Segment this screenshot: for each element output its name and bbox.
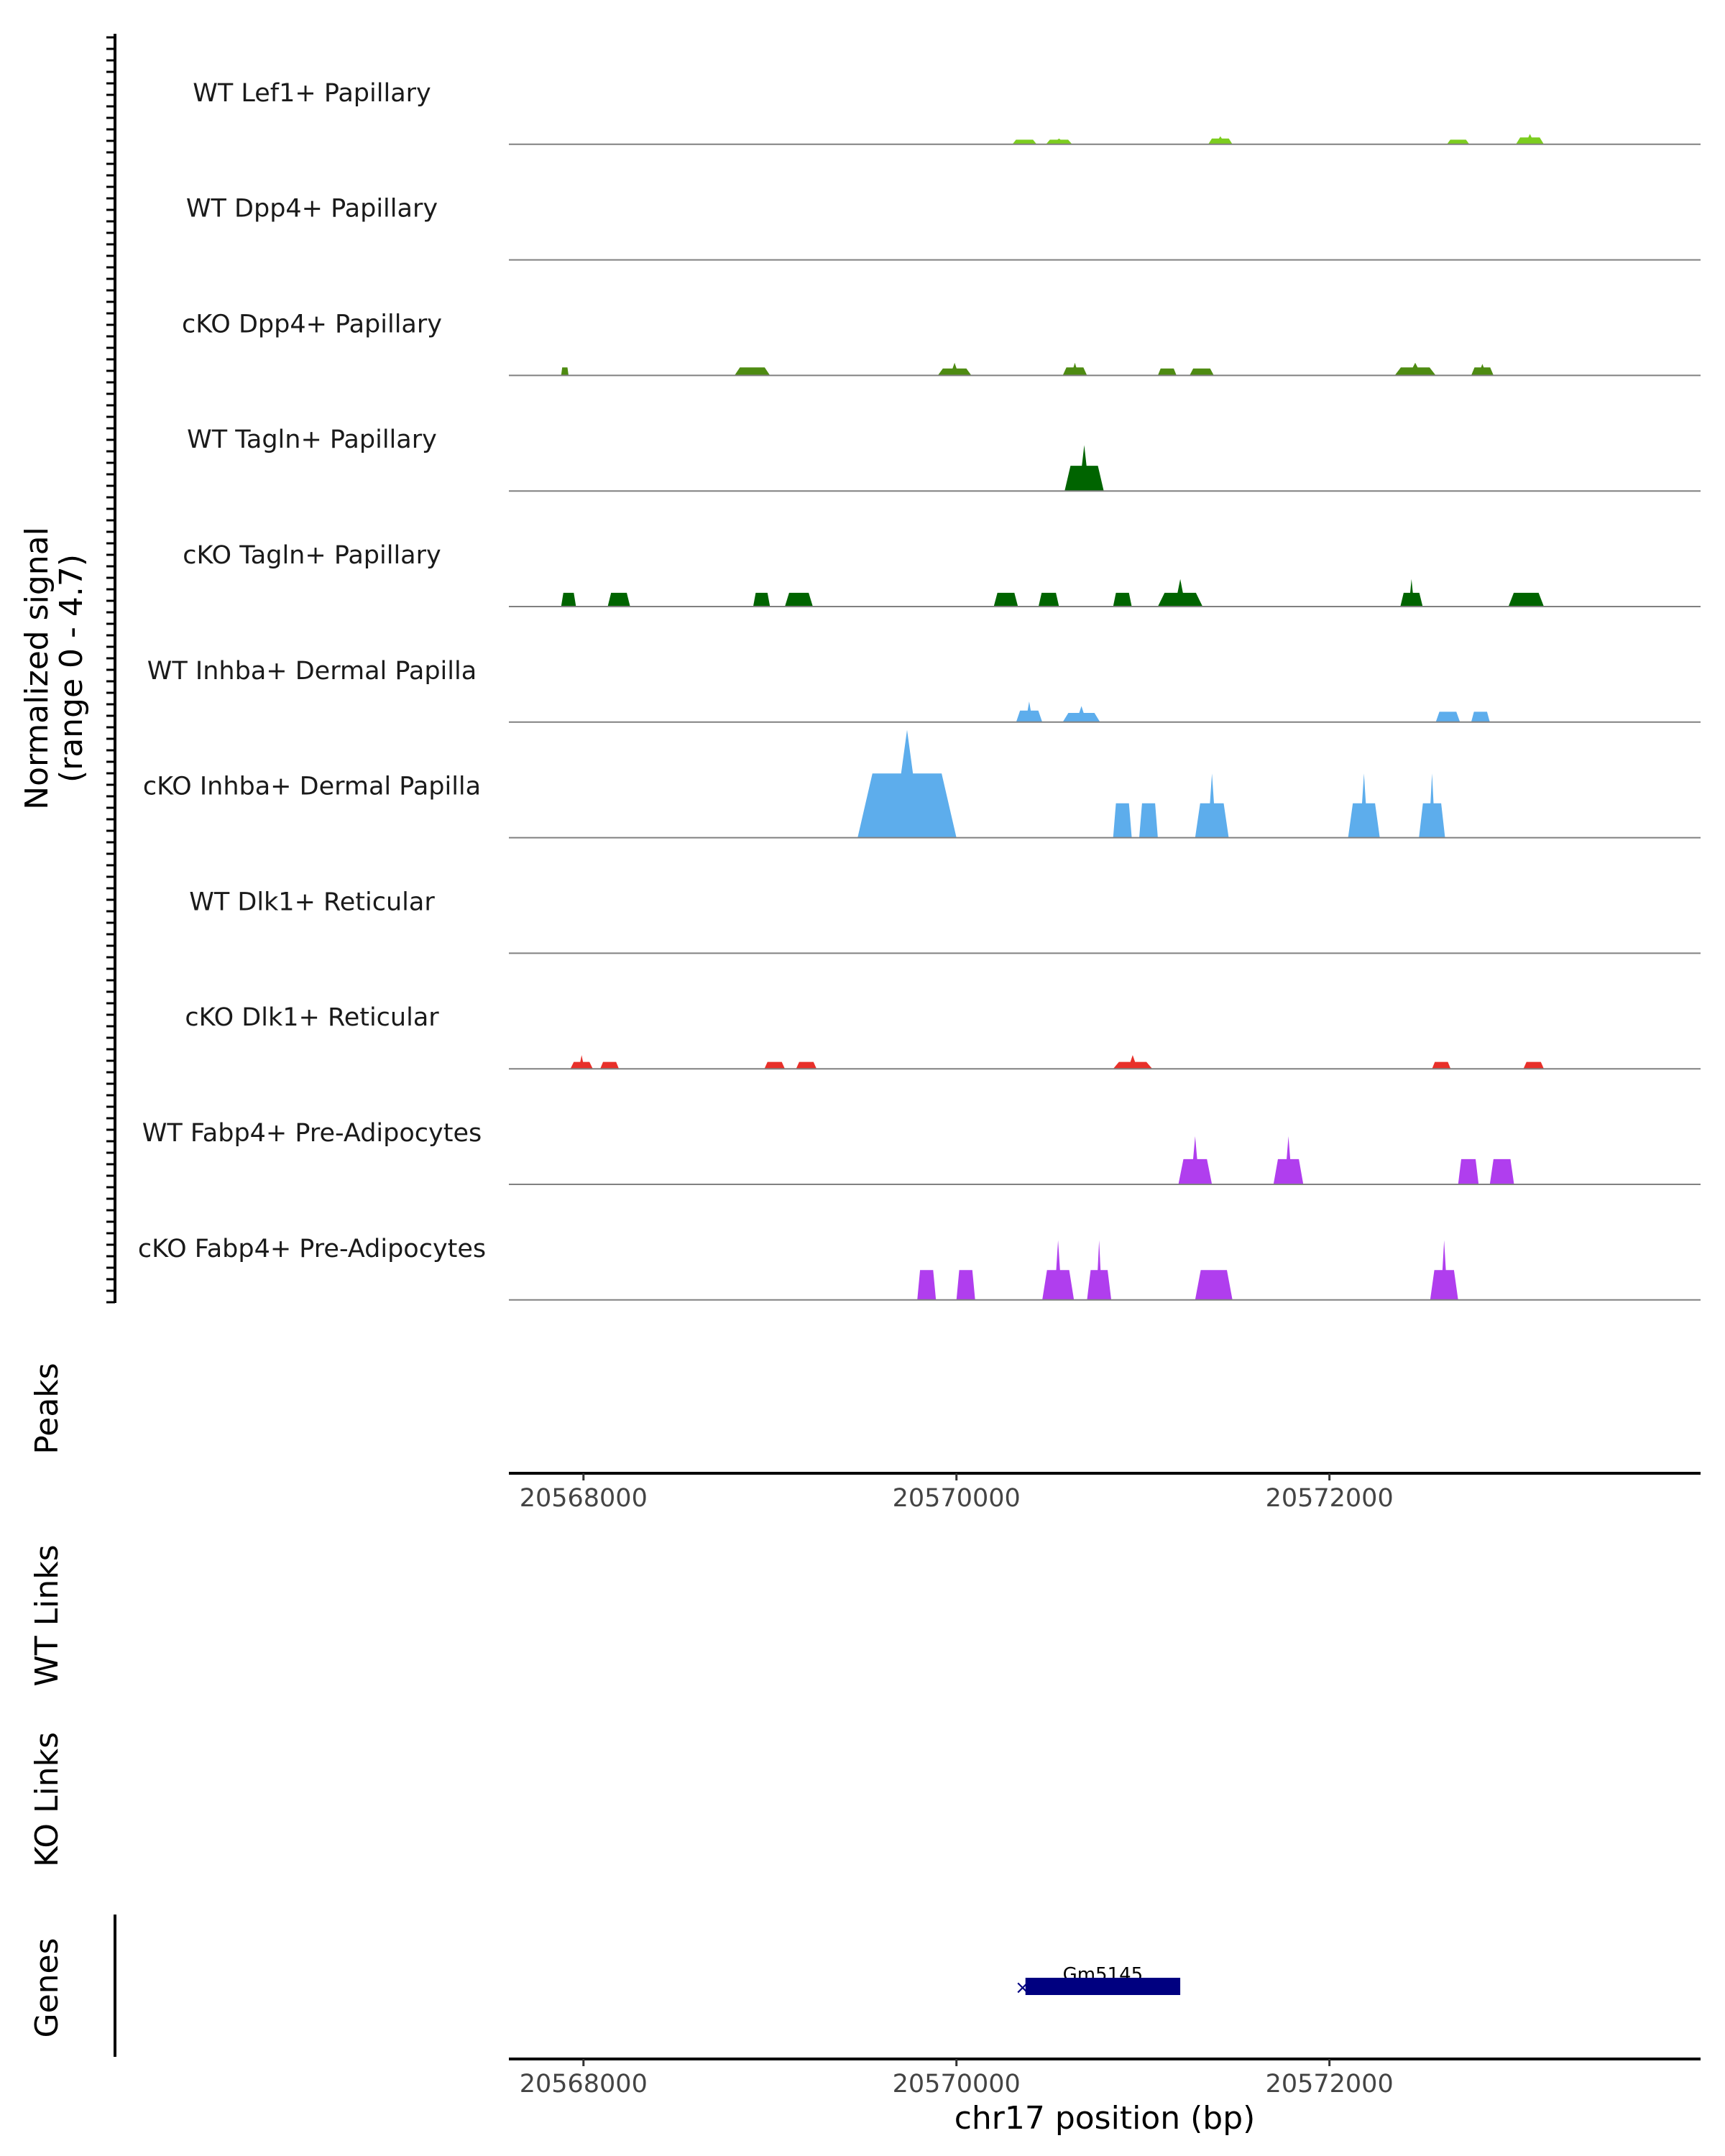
signal-peak (956, 1270, 975, 1300)
signal-peak (1042, 1240, 1075, 1300)
signal-peak (1516, 134, 1544, 144)
signal-peak (1508, 592, 1544, 607)
gene-strand-marker: × (1015, 1977, 1031, 1999)
wt-links-title: WT Links (29, 1544, 65, 1686)
track-10: cKO Fabp4+ Pre-Adipocytes (138, 1235, 1701, 1301)
peaks-panel-title: Peaks (29, 1363, 65, 1454)
signal-peak (1400, 579, 1423, 607)
signal-peak (735, 367, 770, 376)
signal-peak (607, 592, 630, 607)
signal-peak (1157, 579, 1203, 607)
signal-peak (1178, 1136, 1213, 1184)
signal-peak (1046, 138, 1072, 144)
signal-peak (1273, 1136, 1304, 1184)
signal-peak (1489, 1158, 1514, 1184)
signal-peak (600, 1061, 620, 1069)
track-label: WT Dlk1+ Reticular (189, 888, 435, 916)
track-3: WT Tagln+ Papillary (187, 425, 1701, 492)
genes-x-ticks: 20568000 20570000 20572000 (520, 2059, 1394, 2099)
signal-peak (1430, 1240, 1458, 1300)
signal-peak (1394, 362, 1436, 376)
signal-peak (937, 362, 972, 376)
gene-body[interactable] (1025, 1978, 1181, 1995)
signal-peak (570, 1055, 593, 1069)
track-label: cKO Dlk1+ Reticular (185, 1003, 439, 1032)
peaks-x-ticks: 20568000 20570000 20572000 (520, 1473, 1394, 1513)
track-label: cKO Dpp4+ Papillary (182, 310, 442, 338)
signal-peak (1208, 136, 1233, 144)
signal-peak (785, 592, 813, 607)
signal-peak (1038, 592, 1059, 607)
track-label: WT Tagln+ Papillary (187, 425, 437, 454)
signal-peak (1087, 1240, 1112, 1300)
signal-peak (1435, 711, 1460, 722)
x-tick-label: 20572000 (1266, 2070, 1394, 2099)
track-label: cKO Inhba+ Dermal Papilla (143, 773, 481, 801)
coverage-tracks: WT Lef1+ Papillary WT Dpp4+ Papillary cKO … (138, 79, 1701, 1301)
track-label: WT Lef1+ Papillary (193, 79, 431, 108)
ko-links-title: KO Links (29, 1732, 65, 1867)
signal-peak (1113, 803, 1132, 838)
signal-peak (1062, 362, 1087, 376)
signal-peak (1471, 711, 1490, 722)
track-7: WT Dlk1+ Reticular (189, 888, 1701, 954)
signal-peak (1195, 1270, 1233, 1300)
coverage-y-title: Normalized signal (range 0 - 4.7) (19, 527, 90, 810)
x-tick-label: 20568000 (520, 1484, 648, 1513)
signal-peak (1447, 139, 1470, 144)
signal-peak (857, 729, 957, 838)
signal-peak (917, 1270, 937, 1300)
signal-peak (1523, 1061, 1544, 1069)
track-4: cKO Tagln+ Papillary (183, 541, 1701, 607)
signal-peak (753, 592, 770, 607)
coverage-title-line2: (range 0 - 4.7) (53, 554, 90, 783)
x-tick-label: 20572000 (1266, 1484, 1394, 1513)
track-0: WT Lef1+ Papillary (193, 79, 1701, 145)
x-tick-label: 20568000 (520, 2070, 648, 2099)
track-label: cKO Fabp4+ Pre-Adipocytes (138, 1235, 486, 1263)
track-5: WT Inhba+ Dermal Papilla (147, 657, 1701, 723)
signal-peak (1064, 445, 1104, 492)
track-label: WT Inhba+ Dermal Papilla (147, 657, 477, 686)
signal-peak (1139, 803, 1158, 838)
signal-peak (561, 367, 569, 376)
signal-peak (1062, 706, 1100, 722)
coverage-y-ticks (106, 36, 115, 1304)
signal-peak (1113, 1055, 1153, 1069)
track-9: WT Fabp4+ Pre-Adipocytes (142, 1119, 1701, 1185)
signal-peak (1348, 773, 1380, 838)
coverage-title-line1: Normalized signal (19, 527, 55, 810)
x-axis-title: chr17 position (bp) (954, 2100, 1256, 2137)
track-label: WT Dpp4+ Papillary (186, 195, 438, 224)
signal-peak (1432, 1061, 1451, 1069)
signal-peak (1458, 1158, 1479, 1184)
track-label: cKO Tagln+ Papillary (183, 541, 441, 570)
signal-peak (1471, 364, 1494, 376)
signal-peak (1157, 368, 1177, 376)
track-8: cKO Dlk1+ Reticular (185, 1003, 1701, 1070)
track-6: cKO Inhba+ Dermal Papilla (143, 729, 1701, 839)
signal-peak (1195, 773, 1229, 838)
signal-peak (1113, 592, 1132, 607)
track-2: cKO Dpp4+ Papillary (182, 310, 1701, 377)
signal-peak (1190, 368, 1214, 376)
signal-peak (1012, 139, 1037, 144)
track-label: WT Fabp4+ Pre-Adipocytes (142, 1119, 482, 1148)
signal-peak (1419, 773, 1445, 838)
signal-peak (561, 592, 576, 607)
track-1: WT Dpp4+ Papillary (186, 195, 1701, 261)
x-tick-label: 20570000 (893, 1484, 1021, 1513)
signal-peak (1016, 701, 1043, 722)
signal-peak (796, 1061, 817, 1069)
x-tick-label: 20570000 (893, 2070, 1021, 2099)
signal-peak (764, 1061, 785, 1069)
genes-panel-title: Genes (29, 1938, 65, 2037)
signal-peak (993, 592, 1018, 607)
